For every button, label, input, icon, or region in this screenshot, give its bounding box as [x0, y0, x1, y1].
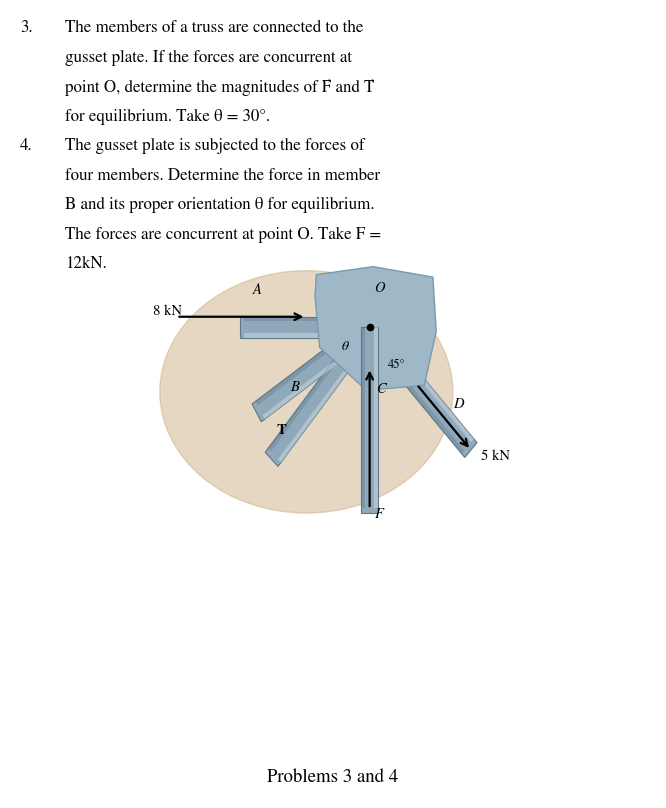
- Text: Problems 3 and 4: Problems 3 and 4: [268, 768, 398, 786]
- Text: 45°: 45°: [388, 359, 406, 371]
- Text: O: O: [374, 280, 384, 295]
- Text: T: T: [277, 424, 287, 437]
- Polygon shape: [364, 331, 464, 454]
- Text: C: C: [376, 381, 386, 396]
- Text: B and its proper orientation θ for equilibrium.: B and its proper orientation θ for equil…: [65, 197, 375, 213]
- Polygon shape: [265, 320, 376, 466]
- Text: θ: θ: [342, 340, 348, 353]
- Polygon shape: [252, 318, 374, 422]
- Text: The gusset plate is subjected to the forces of: The gusset plate is subjected to the for…: [65, 138, 365, 154]
- Polygon shape: [268, 320, 366, 452]
- Polygon shape: [315, 267, 436, 390]
- Text: F: F: [375, 507, 384, 521]
- Polygon shape: [361, 327, 378, 513]
- Text: 4.: 4.: [20, 138, 33, 154]
- Polygon shape: [364, 320, 477, 457]
- Polygon shape: [256, 318, 367, 406]
- Polygon shape: [374, 327, 378, 507]
- Text: The members of a truss are connected to the: The members of a truss are connected to …: [65, 20, 364, 36]
- Text: gusset plate. If the forces are concurrent at: gusset plate. If the forces are concurre…: [65, 50, 352, 65]
- Polygon shape: [278, 331, 376, 462]
- Ellipse shape: [160, 271, 453, 513]
- Polygon shape: [361, 327, 365, 507]
- Text: 12kN.: 12kN.: [65, 256, 107, 272]
- Polygon shape: [262, 332, 374, 419]
- Polygon shape: [244, 317, 370, 322]
- Text: D: D: [453, 397, 464, 410]
- Text: A: A: [253, 282, 262, 297]
- Text: four members. Determine the force in member: four members. Determine the force in mem…: [65, 167, 380, 183]
- Polygon shape: [373, 320, 474, 442]
- Text: The forces are concurrent at point O. Take F =: The forces are concurrent at point O. Ta…: [65, 226, 381, 242]
- Polygon shape: [244, 333, 370, 338]
- Polygon shape: [240, 317, 370, 338]
- Text: 3.: 3.: [20, 20, 33, 36]
- Text: 8 kN: 8 kN: [153, 305, 182, 318]
- Text: 5 kN: 5 kN: [481, 450, 510, 463]
- Text: point O, determine the magnitudes of F⃗ and T⃗: point O, determine the magnitudes of F⃗ …: [65, 79, 375, 96]
- Text: for equilibrium. Take θ = 30°.: for equilibrium. Take θ = 30°.: [65, 109, 270, 124]
- Text: B: B: [290, 380, 299, 393]
